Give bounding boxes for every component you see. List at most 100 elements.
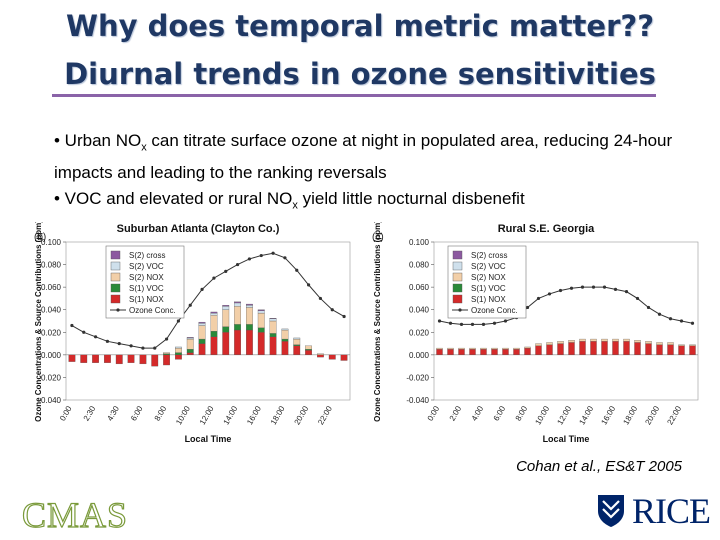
x-tick-label: 20:00: [643, 404, 661, 426]
x-tick-label: 14:00: [222, 404, 240, 426]
bullet-1: • Urban NOx can titrate surface ozone at…: [54, 131, 673, 183]
legend-swatch: [110, 272, 121, 282]
ozone-point: [224, 269, 228, 273]
ozone-point: [176, 319, 181, 323]
bar-s-2-nox: [557, 341, 564, 344]
bar-s-2-nox: [656, 342, 663, 345]
bar-s-2-nox: [513, 347, 520, 350]
bar-s-2-nox: [579, 338, 586, 342]
bar-s-1-nox: [104, 354, 111, 363]
y-axis-label: Ozone Concentrations & Source Contributi…: [34, 222, 43, 422]
legend-label: S(1) VOC: [471, 284, 506, 293]
y-tick-label: -0.020: [38, 373, 61, 382]
slide-title-line-2: Diurnal trends in ozone sensitivities: [64, 57, 656, 91]
y-tick-label: 0.020: [41, 328, 62, 337]
bar-s-1-voc: [281, 338, 289, 342]
x-tick-label: 8:00: [153, 404, 169, 422]
x-tick-label: 8:00: [514, 404, 530, 422]
legend-swatch: [110, 283, 121, 293]
bar-s-1-nox: [234, 329, 241, 356]
y-tick-label: 0.000: [409, 351, 430, 360]
rice-logo: RICE: [596, 490, 711, 532]
bar-s-1-nox: [491, 349, 498, 356]
bar-s-1-nox: [257, 332, 265, 356]
x-axis-label: Local Time: [185, 434, 232, 444]
ozone-line: [439, 286, 693, 325]
legend-swatch: [452, 261, 463, 271]
y-tick-label: 0.040: [41, 306, 62, 315]
ozone-point: [459, 322, 464, 326]
y-tick-label: 0.080: [409, 261, 430, 270]
bar-s-1-nox: [623, 341, 630, 356]
bar-s-2-voc: [257, 310, 265, 314]
bar-s-1-nox: [469, 349, 476, 356]
ozone-point: [82, 330, 86, 334]
ozone-point: [188, 303, 192, 307]
bar-s-2-cross: [222, 305, 230, 307]
ozone-point: [580, 285, 585, 289]
bar-s-2-voc: [198, 323, 206, 326]
bar-s-1-nox: [590, 341, 597, 356]
bar-s-2-nox: [535, 343, 542, 346]
legend-swatch: [452, 283, 463, 293]
x-tick-label: 6:00: [492, 404, 508, 422]
bar-s-2-nox: [163, 352, 170, 354]
chart-title: Rural S.E. Georgia: [498, 223, 595, 235]
bar-s-1-nox: [557, 343, 564, 356]
bar-s-2-nox: [502, 347, 509, 350]
ozone-point: [295, 268, 299, 272]
bar-s-1-voc: [198, 338, 206, 344]
bar-s-1-nox: [645, 343, 652, 356]
ozone-point: [117, 341, 121, 346]
bar-s-1-nox: [436, 349, 443, 356]
bar-s-2-nox: [546, 342, 553, 345]
bar-s-2-voc: [175, 346, 182, 349]
ozone-point: [668, 317, 673, 321]
bar-s-1-nox: [269, 336, 277, 356]
bar-s-2-voc: [293, 337, 301, 340]
bar-s-1-nox: [328, 354, 336, 360]
legend-label: S(2) cross: [129, 251, 165, 260]
y-tick-label: 0.100: [41, 238, 62, 247]
x-tick-label: 18:00: [269, 404, 287, 426]
bar-s-1-voc: [186, 349, 194, 353]
y-tick-label: 0.020: [409, 328, 430, 337]
legend-label: Ozone Conc.: [129, 306, 176, 315]
y-tick-label: -0.040: [38, 396, 61, 405]
bar-s-1-nox: [246, 329, 253, 356]
bar-s-2-nox: [612, 338, 619, 342]
ozone-point: [481, 322, 486, 326]
ozone-point: [259, 253, 263, 258]
ozone-point: [330, 308, 334, 312]
bar-s-2-cross: [257, 309, 265, 311]
bar-s-2-nox: [317, 353, 324, 356]
chart-c-svg: (c) Rural S.E. Georgia 0.100 0.080 0.060 0.04…: [372, 220, 699, 444]
legend-label: S(2) NOX: [471, 273, 506, 282]
bar-s-2-nox: [293, 338, 301, 345]
bar-s-1-nox: [317, 354, 324, 358]
bar-s-2-nox: [222, 309, 230, 327]
bar-s-1-nox: [127, 354, 135, 363]
bar-s-2-voc: [269, 318, 277, 322]
bar-s-2-nox: [645, 341, 652, 344]
bar-s-2-voc: [210, 312, 218, 316]
bullet-list: • Urban NOx can titrate surface ozone at…: [54, 128, 704, 219]
legend-label: S(1) NOX: [471, 295, 506, 304]
bar-s-2-cross: [186, 337, 194, 339]
legend-swatch: [452, 272, 463, 282]
bar-s-1-voc: [293, 344, 301, 346]
bar-s-2-voc: [281, 328, 289, 331]
plot-frame: [433, 241, 699, 401]
bar-s-1-voc: [163, 353, 170, 356]
chart-b-svg: (b) Suburban Atlanta (Clayton Co.) 0.100 0.…: [34, 220, 351, 444]
x-tick-label: 18:00: [621, 404, 639, 426]
bar-s-1-nox: [80, 354, 88, 363]
bar-s-2-cross: [198, 321, 206, 324]
x-tick-label: 12:00: [555, 404, 573, 426]
x-tick-label: 14:00: [577, 404, 595, 426]
x-tick-label: 16:00: [245, 404, 263, 426]
ozone-point: [690, 321, 695, 325]
bar-s-1-nox: [634, 342, 641, 356]
citation: Cohan et al., ES&T 2005: [516, 458, 682, 475]
ozone-point: [235, 262, 240, 267]
